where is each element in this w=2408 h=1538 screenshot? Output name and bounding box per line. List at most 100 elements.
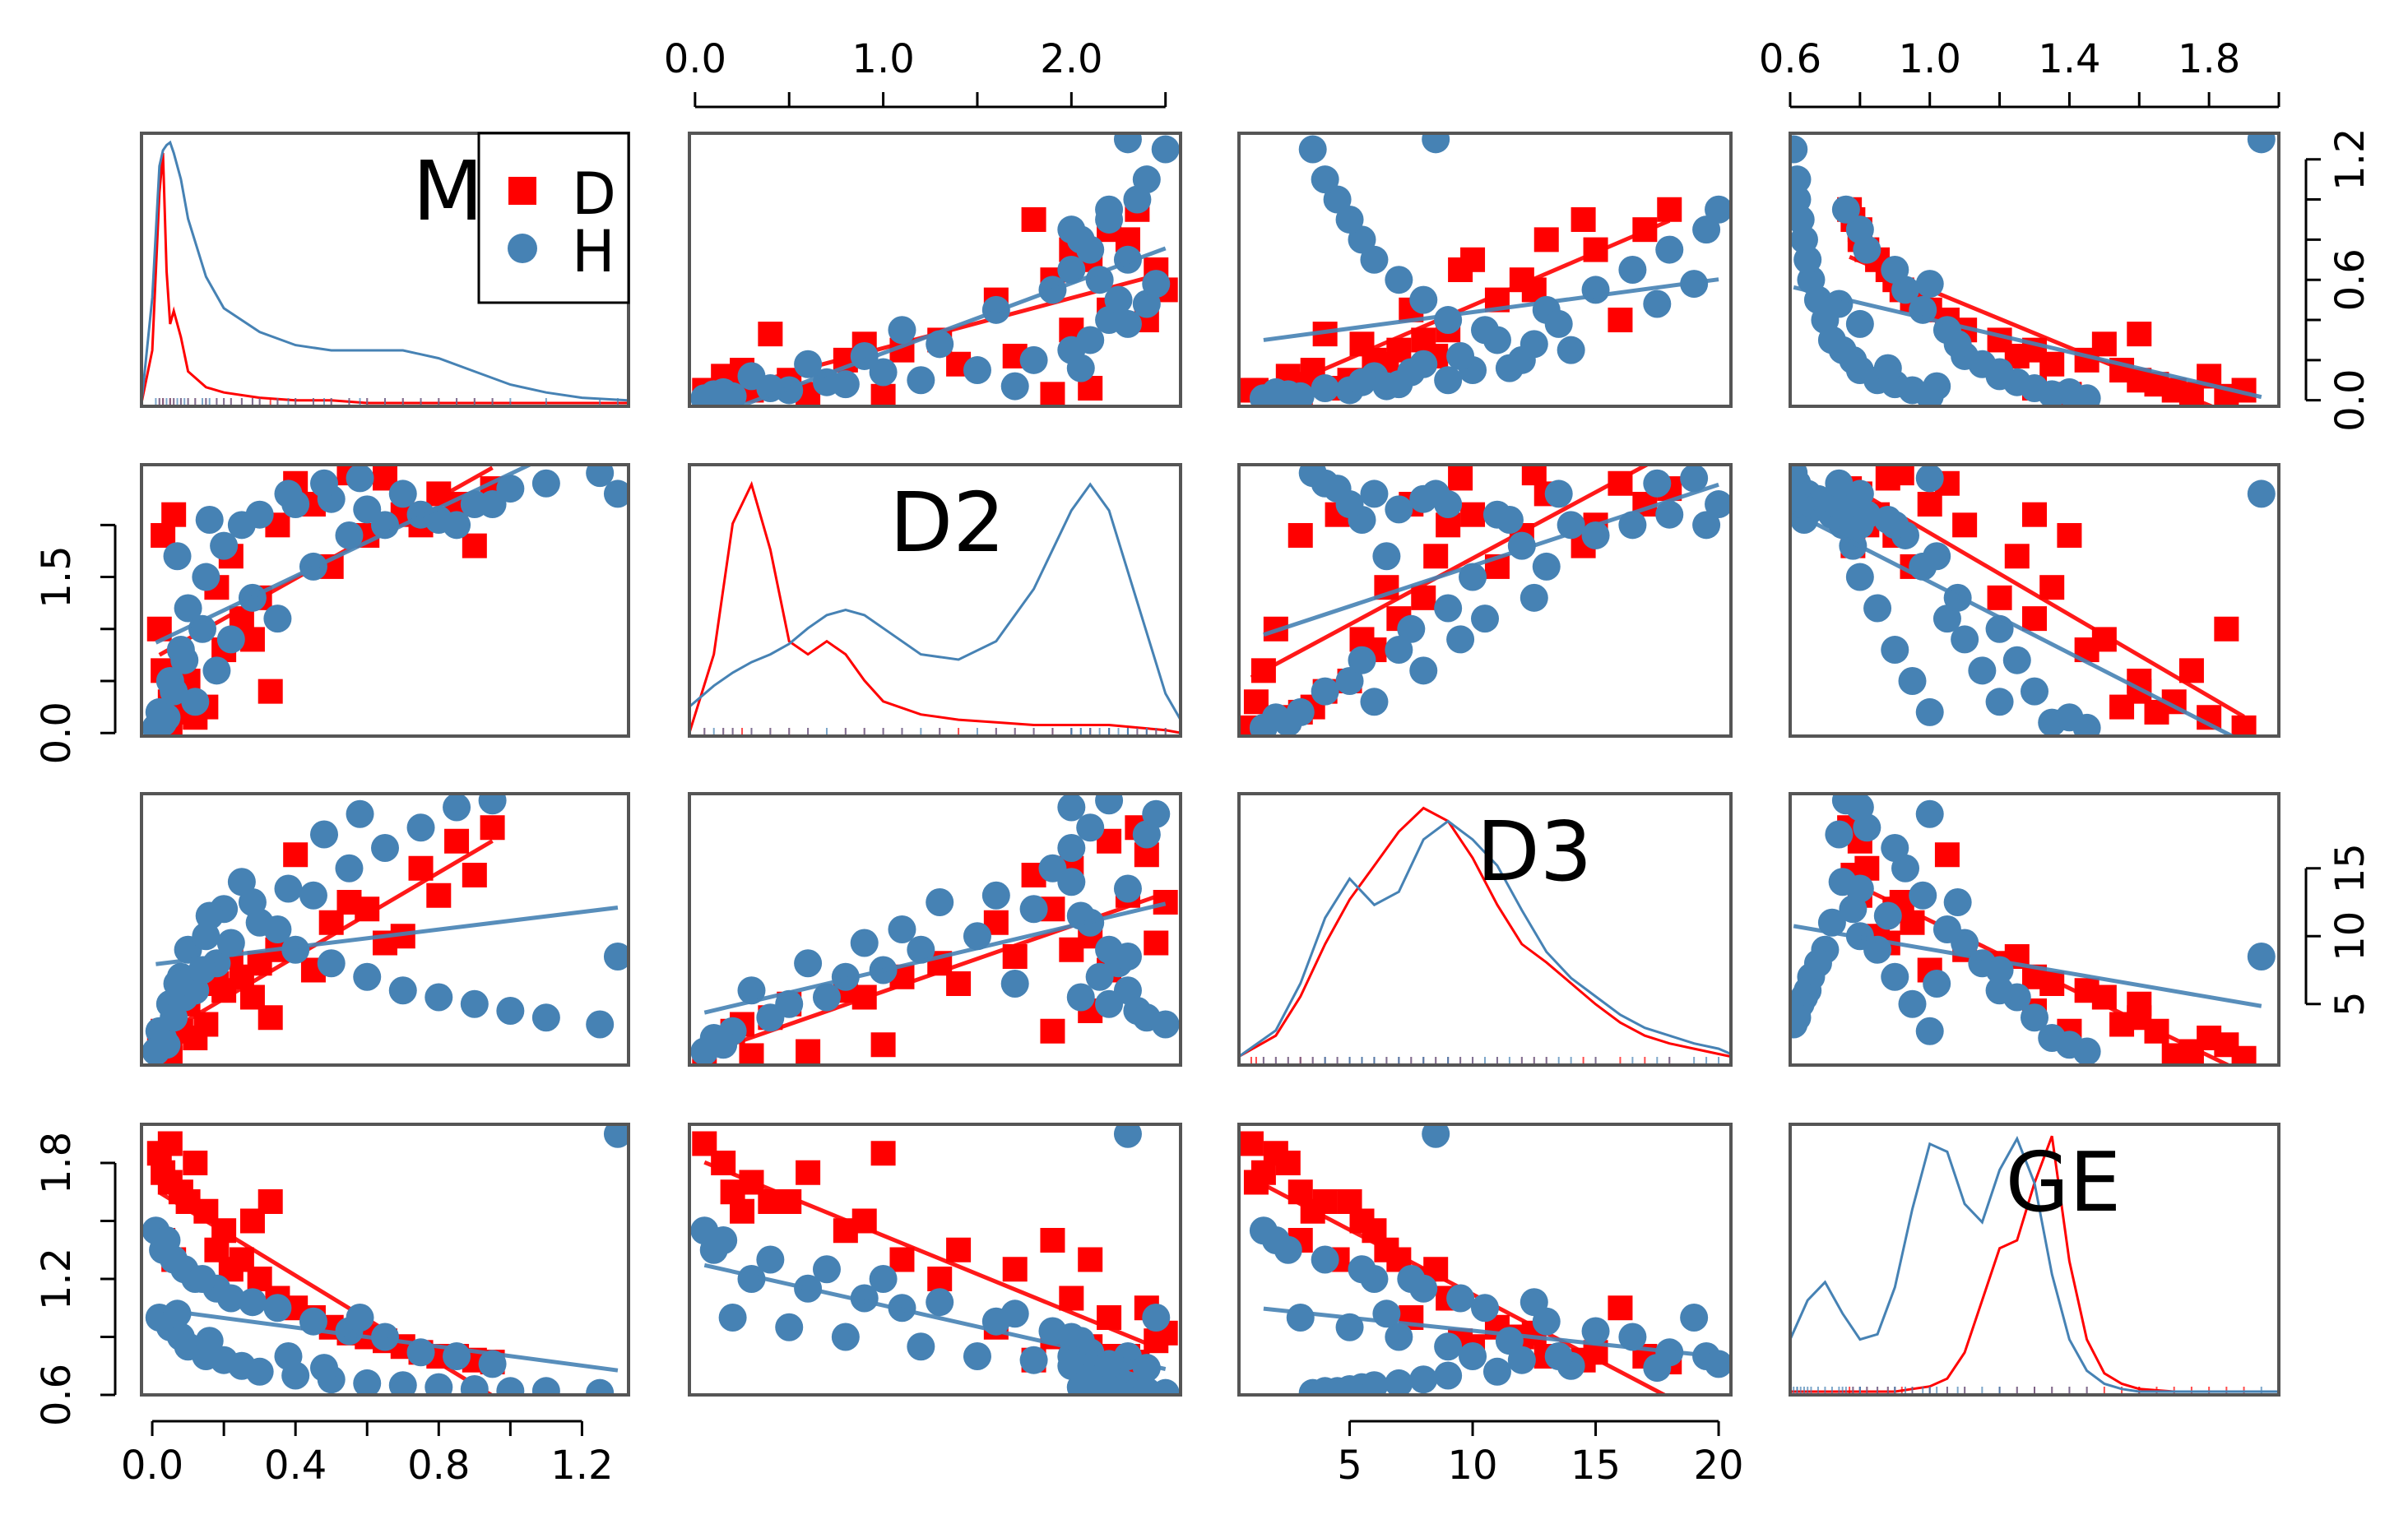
point-H xyxy=(1790,135,1808,164)
point-D xyxy=(161,502,187,527)
point-H xyxy=(2247,133,2276,154)
point-H xyxy=(1151,1378,1180,1395)
trend-line-D xyxy=(158,839,494,1039)
trend-line-H xyxy=(1263,482,1719,637)
point-H xyxy=(1544,479,1573,508)
point-H xyxy=(1132,1354,1161,1383)
panel-MD-vs-GE xyxy=(1789,132,2280,408)
point-H xyxy=(1038,854,1067,882)
trend-line-H xyxy=(155,465,535,645)
point-H xyxy=(195,901,224,930)
point-D xyxy=(870,1032,896,1058)
point-H xyxy=(1142,270,1171,299)
point-H xyxy=(1076,235,1105,264)
point-H xyxy=(388,479,417,508)
point-H xyxy=(1311,1245,1339,1274)
density-curve-GE-H xyxy=(1790,1135,2279,1393)
tick-label: 1.4 xyxy=(2038,36,2100,82)
point-D xyxy=(1059,1286,1084,1311)
panel-content xyxy=(689,480,1181,734)
point-H xyxy=(1286,1304,1315,1332)
point-D xyxy=(739,1043,764,1065)
point-H xyxy=(1519,1288,1548,1317)
trend-line-D xyxy=(1848,484,2245,719)
point-H xyxy=(2247,943,2276,971)
point-H xyxy=(1409,1365,1438,1394)
point-H xyxy=(1066,983,1095,1012)
panel-D2-vs-GE xyxy=(1789,463,2280,738)
panel-frame xyxy=(688,463,1182,738)
point-H xyxy=(263,605,292,633)
point-H xyxy=(737,976,766,1005)
point-H xyxy=(1385,266,1413,294)
point-H xyxy=(926,1288,954,1317)
point-D xyxy=(183,1026,208,1050)
point-H xyxy=(1881,962,1909,991)
panel-content xyxy=(142,465,629,736)
point-H xyxy=(1915,465,1944,493)
point-H xyxy=(245,1357,274,1386)
point-H xyxy=(1471,605,1499,633)
point-H xyxy=(1482,1357,1511,1386)
point-H xyxy=(963,922,991,951)
point-D xyxy=(462,533,487,558)
point-H xyxy=(1825,820,1854,849)
point-H xyxy=(794,350,823,378)
point-H xyxy=(1643,1354,1672,1383)
panel-content xyxy=(690,133,1180,406)
point-H xyxy=(737,1265,766,1293)
point-H xyxy=(1471,1294,1499,1323)
point-H xyxy=(1581,276,1610,304)
tick-label: 2.0 xyxy=(1040,36,1102,82)
point-D xyxy=(2214,616,2239,642)
panel-D3-vs-GE xyxy=(1789,792,2280,1067)
point-H xyxy=(2055,378,2084,406)
point-D xyxy=(870,1141,896,1166)
bottom-axis-D3: 5 10 15 20 xyxy=(1337,1420,1744,1489)
trend-line-H xyxy=(155,1307,619,1373)
point-H xyxy=(1000,1299,1029,1328)
point-H xyxy=(170,646,199,674)
point-H xyxy=(263,915,292,943)
point-H xyxy=(346,799,374,828)
point-D xyxy=(1521,465,1547,486)
point-H xyxy=(888,915,916,943)
trend-line-H xyxy=(1793,924,2262,1008)
point-H xyxy=(531,469,560,498)
tick-label: 0.0 xyxy=(34,702,80,764)
point-H xyxy=(850,929,879,957)
point-H xyxy=(907,366,935,395)
point-D xyxy=(946,971,972,996)
point-H xyxy=(963,1342,991,1370)
point-D xyxy=(1987,585,2012,610)
point-D xyxy=(1448,257,1473,282)
point-D xyxy=(889,1247,915,1272)
point-H xyxy=(1142,799,1171,828)
panel-frame xyxy=(688,792,1182,1067)
point-H xyxy=(907,935,935,964)
point-H xyxy=(1790,465,1808,488)
point-H xyxy=(317,949,346,978)
point-H xyxy=(1434,1361,1463,1390)
point-H xyxy=(160,677,188,706)
point-H xyxy=(263,1294,292,1323)
panel-frame xyxy=(140,792,630,1067)
point-H xyxy=(1000,970,1029,998)
point-H xyxy=(202,656,231,685)
point-D xyxy=(796,1039,821,1064)
point-D xyxy=(1875,466,1900,491)
point-D xyxy=(157,1131,183,1156)
point-H xyxy=(460,1374,489,1395)
point-H xyxy=(371,834,399,862)
trend-line-H xyxy=(703,901,1167,1015)
point-H xyxy=(388,1371,417,1395)
panel-frame xyxy=(1237,463,1733,738)
point-H xyxy=(388,976,417,1005)
point-H xyxy=(1680,1304,1709,1332)
point-H xyxy=(443,794,471,822)
point-H xyxy=(1943,888,1972,916)
panel-D3-vs-D2 xyxy=(688,792,1182,1067)
point-H xyxy=(1643,290,1672,318)
point-H xyxy=(1923,372,1951,401)
point-D xyxy=(1460,502,1486,527)
